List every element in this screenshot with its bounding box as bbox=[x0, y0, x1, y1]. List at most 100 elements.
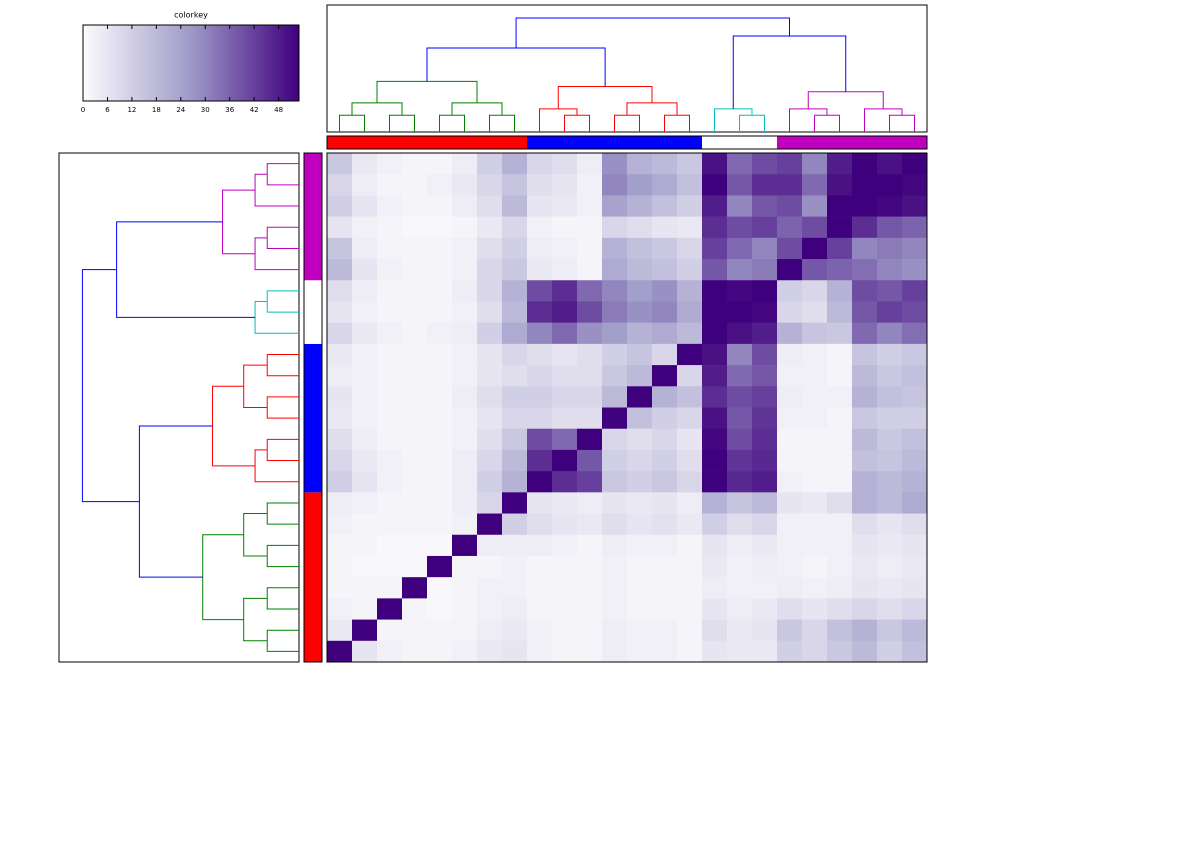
heatmap-cell bbox=[502, 534, 528, 557]
heatmap-cell bbox=[552, 471, 578, 493]
heatmap-cell bbox=[377, 534, 403, 557]
dendrogram-link bbox=[426, 47, 606, 87]
heatmap-cell bbox=[752, 492, 778, 514]
heatmap-cell bbox=[852, 195, 878, 217]
heatmap-cell bbox=[727, 449, 753, 472]
dendrogram-link bbox=[732, 35, 847, 109]
heatmap-cell bbox=[752, 153, 778, 175]
dendrogram-link bbox=[266, 163, 299, 186]
heatmap-cell bbox=[752, 237, 778, 260]
heatmap-cell bbox=[902, 237, 928, 260]
heatmap-cell bbox=[577, 640, 603, 663]
heatmap-cell bbox=[377, 513, 403, 536]
heatmap-cell bbox=[777, 407, 803, 430]
heatmap-cell bbox=[877, 492, 903, 514]
heatmap-cell bbox=[402, 174, 428, 196]
heatmap-cell bbox=[727, 301, 753, 323]
heatmap-cell bbox=[802, 386, 828, 408]
heatmap-cell bbox=[577, 216, 603, 239]
heatmap-cell bbox=[377, 492, 403, 514]
heatmap-cell bbox=[652, 407, 678, 430]
heatmap-cell bbox=[352, 513, 378, 536]
heatmap-cell bbox=[752, 216, 778, 239]
heatmap-cell bbox=[427, 153, 453, 175]
heatmap-cell bbox=[702, 301, 728, 323]
dendrogram-link bbox=[211, 385, 256, 467]
heatmap-cell bbox=[527, 492, 553, 514]
heatmap-cell bbox=[627, 237, 653, 260]
heatmap-cell bbox=[602, 619, 628, 642]
heatmap-cell bbox=[777, 598, 803, 620]
heatmap-cell bbox=[777, 640, 803, 663]
colorkey-tick-label: 30 bbox=[201, 106, 210, 114]
heatmap-cell bbox=[452, 407, 478, 430]
heatmap-cell bbox=[377, 259, 403, 281]
heatmap-cell bbox=[627, 153, 653, 175]
heatmap-cell bbox=[527, 619, 553, 642]
heatmap-cell bbox=[427, 343, 453, 366]
heatmap-cell bbox=[627, 365, 653, 387]
heatmap-cell bbox=[902, 534, 928, 557]
heatmap-cell bbox=[652, 577, 678, 599]
heatmap-cell bbox=[802, 577, 828, 599]
heatmap-cell bbox=[402, 259, 428, 281]
heatmap-frame bbox=[326, 152, 928, 663]
heatmap-cell bbox=[677, 216, 703, 239]
colorkey-tick-label: 36 bbox=[225, 106, 234, 114]
heatmap-cell bbox=[577, 174, 603, 196]
heatmap-cell bbox=[627, 534, 653, 557]
heatmap-cell bbox=[427, 598, 453, 620]
heatmap-cell bbox=[752, 513, 778, 536]
heatmap-cell bbox=[727, 471, 753, 493]
heatmap-cell bbox=[352, 280, 378, 302]
heatmap-cell bbox=[902, 195, 928, 217]
heatmap-cell bbox=[627, 640, 653, 663]
heatmap-cell bbox=[702, 534, 728, 557]
heatmap-cell bbox=[502, 216, 528, 239]
heatmap-cell bbox=[727, 195, 753, 217]
heatmap-cell bbox=[352, 343, 378, 366]
heatmap-cell bbox=[552, 322, 578, 345]
heatmap-cell bbox=[427, 386, 453, 408]
heatmap-cell bbox=[402, 365, 428, 387]
heatmap-cell bbox=[502, 280, 528, 302]
heatmap-cell bbox=[527, 216, 553, 239]
heatmap-cell bbox=[627, 449, 653, 472]
heatmap-cell bbox=[377, 280, 403, 302]
row-cluster-bar bbox=[304, 343, 322, 493]
heatmap-cell bbox=[477, 471, 503, 493]
heatmap-cell bbox=[327, 365, 353, 387]
heatmap-cell bbox=[802, 259, 828, 281]
heatmap-cell bbox=[602, 577, 628, 599]
colorkey-tick-label: 42 bbox=[250, 106, 259, 114]
heatmap-cell bbox=[877, 280, 903, 302]
dendrogram-link bbox=[614, 114, 640, 132]
heatmap-cell bbox=[652, 386, 678, 408]
heatmap-cell bbox=[502, 513, 528, 536]
heatmap-cell bbox=[552, 237, 578, 260]
heatmap-cell bbox=[477, 640, 503, 663]
heatmap-cell bbox=[777, 280, 803, 302]
heatmap-cell bbox=[502, 259, 528, 281]
heatmap-cell bbox=[577, 492, 603, 514]
heatmap-cell bbox=[602, 407, 628, 430]
heatmap-cell bbox=[827, 195, 853, 217]
heatmap-cell bbox=[677, 237, 703, 260]
heatmap-cell bbox=[877, 407, 903, 430]
heatmap-cell bbox=[477, 343, 503, 366]
heatmap-cell bbox=[677, 449, 703, 472]
heatmap-cell bbox=[577, 619, 603, 642]
heatmap-cell bbox=[527, 513, 553, 536]
heatmap-cell bbox=[502, 555, 528, 578]
heatmap-cell bbox=[802, 407, 828, 430]
heatmap-cell bbox=[852, 619, 878, 642]
heatmap-cell bbox=[677, 471, 703, 493]
heatmap-cell bbox=[727, 407, 753, 430]
heatmap-cell bbox=[752, 322, 778, 345]
heatmap-cell bbox=[902, 598, 928, 620]
heatmap-cell bbox=[352, 259, 378, 281]
heatmap-cell bbox=[452, 492, 478, 514]
heatmap-cell bbox=[577, 513, 603, 536]
heatmap-cell bbox=[827, 428, 853, 451]
